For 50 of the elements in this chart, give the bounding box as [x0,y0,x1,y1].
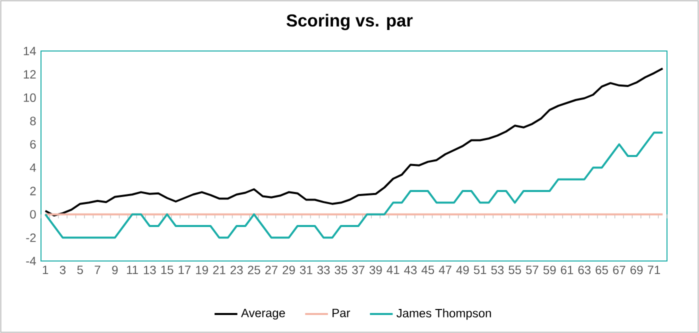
x-tick-label: 45 [422,266,434,274]
legend-label: James Thompson [396,308,491,320]
x-tick-label: 3 [60,266,66,274]
x-tick-label: 7 [94,266,100,274]
x-tick-label: 63 [578,266,591,274]
y-tick-label: 0 [30,210,36,219]
y-tick-label: 10 [24,93,36,102]
y-tick-label: 2 [30,186,36,196]
x-tick-label: 13 [144,266,156,274]
x-tick-label: 29 [282,266,295,274]
y-tick-label: -2 [26,233,36,242]
y-tick-label: 14 [24,46,36,56]
y-tick-label: 12 [24,70,36,79]
x-tick-label: 15 [161,266,174,274]
x-tick-label: 17 [178,266,191,274]
chart-title: Scoring vs. par [286,14,413,30]
x-tick-label: 33 [317,266,330,274]
x-tick-label: 61 [560,266,574,274]
x-tick-label: 19 [196,266,208,274]
y-tick-label: 6 [30,140,36,149]
x-tick-label: 37 [352,266,364,274]
x-tick-label: 53 [491,266,504,274]
y-tick-label: -4 [26,256,36,266]
x-tick-label: 9 [112,266,118,274]
y-tick-label: 8 [30,116,36,126]
x-tick-label: 35 [334,266,348,274]
x-tick-label: 51 [474,266,486,274]
x-tick-label: 21 [213,266,226,274]
x-tick-label: 65 [596,266,608,274]
x-tick-label: 71 [648,266,660,274]
x-tick-label: 23 [230,266,243,274]
legend-label: Average [241,308,285,320]
x-tick-label: 43 [404,266,417,274]
x-tick-label: 57 [526,266,538,274]
x-tick-label: 1 [42,266,48,274]
x-tick-label: 31 [300,266,312,274]
x-tick-label: 49 [456,266,469,274]
x-tick-label: 27 [265,266,278,274]
x-tick-label: 25 [248,266,260,274]
x-tick-label: 11 [126,266,138,274]
x-tick-label: 69 [630,266,643,274]
x-tick-label: 59 [543,266,556,274]
x-tick-label: 47 [438,266,452,274]
x-tick-label: 5 [77,266,83,274]
x-tick-label: 67 [613,266,626,274]
x-tick-label: 39 [370,266,382,274]
y-tick-label: 4 [30,164,36,172]
x-tick-label: 55 [508,266,522,274]
legend-label: Par [332,308,350,318]
x-tick-label: 41 [386,266,400,274]
